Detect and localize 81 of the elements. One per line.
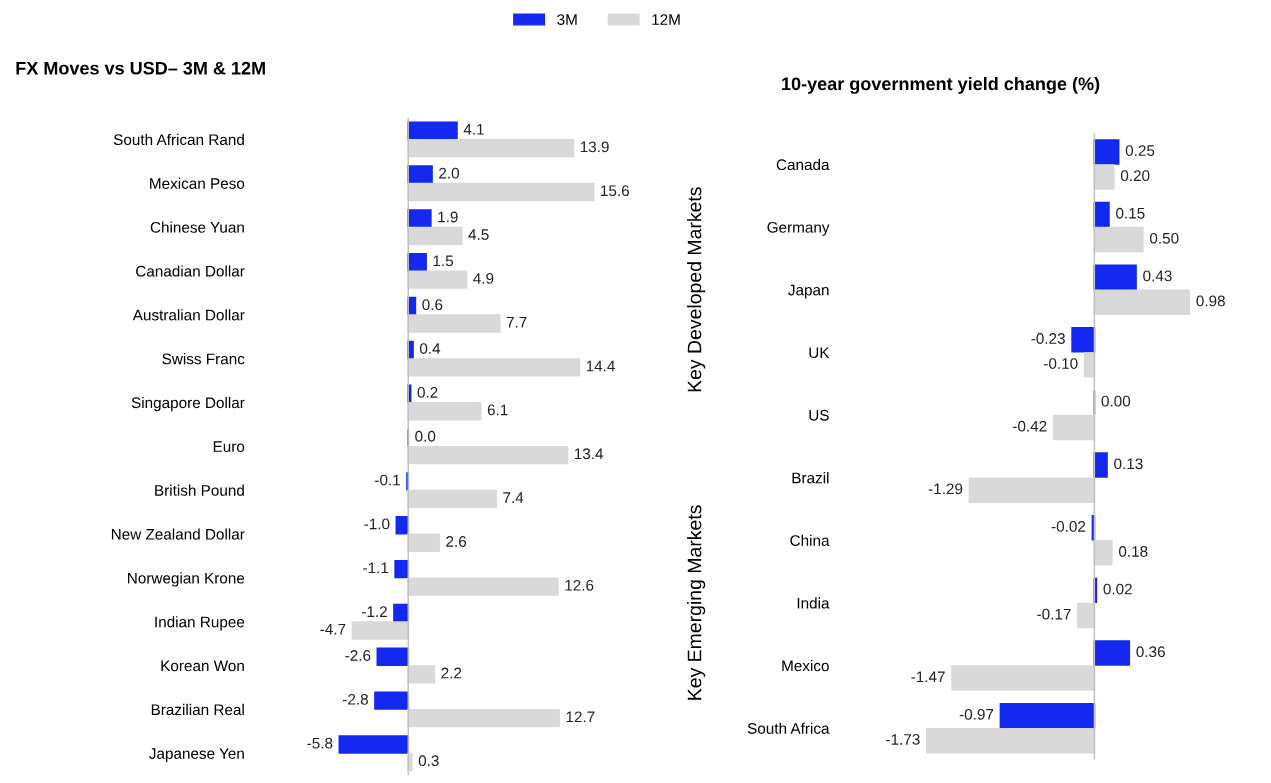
y-tick-label: Norwegian Krone xyxy=(128,572,245,587)
data-label: -2.6 xyxy=(345,650,371,661)
y-tick-label: Mexico xyxy=(782,660,829,672)
y-tick-label: US xyxy=(809,409,829,421)
text: FX Moves vs USD– 3M & 12M xyxy=(16,61,265,75)
data-label: 1.9 xyxy=(438,211,458,223)
data-label: 0.43 xyxy=(1143,270,1172,282)
data-label: 0.18 xyxy=(1118,546,1148,557)
data-label: 7.4 xyxy=(503,492,524,503)
y-tick-label: New Zealand Dollar xyxy=(111,528,245,540)
data-label: 4.1 xyxy=(463,124,484,135)
y-tick-label: India xyxy=(797,597,830,609)
data-label: -1.1 xyxy=(363,562,389,574)
y-tick-label: Mexican Peso xyxy=(150,177,245,189)
data-label: 2.0 xyxy=(439,167,459,179)
data-label: 0.6 xyxy=(422,299,443,311)
y-tick-label: Singapore Dollar xyxy=(131,396,245,412)
data-label: 6.1 xyxy=(487,404,508,416)
y-tick-label: Canadian Dollar xyxy=(136,265,245,277)
y-tick-label: South African Rand xyxy=(113,133,244,146)
data-label: 1.5 xyxy=(433,255,454,267)
data-label: 0.15 xyxy=(1116,207,1145,219)
text: Key Developed Markets xyxy=(687,187,706,392)
y-tick-label: Australian Dollar xyxy=(132,309,245,321)
data-label: -4.7 xyxy=(320,623,346,635)
data-label: 2.6 xyxy=(446,536,467,547)
data-label: 14.4 xyxy=(586,360,615,372)
data-label: -0.02 xyxy=(1051,521,1086,532)
y-tick-label: Japanese Yen xyxy=(149,748,244,762)
y-tick-label: Germany xyxy=(767,221,830,236)
legend-label: 3M xyxy=(557,14,577,25)
data-label: -1.0 xyxy=(364,518,390,530)
data-label: 0.0 xyxy=(415,430,436,442)
legend-label: 12M xyxy=(652,14,680,25)
y-tick-label: Brazil xyxy=(792,472,829,484)
y-tick-label: Japan xyxy=(788,284,829,299)
y-tick-label: UK xyxy=(809,347,830,359)
data-label: -1.2 xyxy=(362,606,387,617)
y-tick-label: South Africa xyxy=(747,722,830,734)
data-label: -0.23 xyxy=(1031,333,1065,344)
data-label: 13.4 xyxy=(574,448,604,460)
data-label: -1.73 xyxy=(886,734,920,745)
data-label: 4.5 xyxy=(468,229,489,240)
data-label: 0.00 xyxy=(1101,395,1131,407)
y-tick-label: Canada xyxy=(776,158,830,171)
data-label: -0.10 xyxy=(1044,358,1078,369)
data-label: 0.50 xyxy=(1149,232,1179,244)
data-label: 0.4 xyxy=(419,343,441,354)
data-label: 0.13 xyxy=(1114,458,1143,470)
y-tick-label: British Pound xyxy=(155,484,244,496)
chart-title: 10-year government yield change (%) xyxy=(782,76,1100,94)
data-label: -0.17 xyxy=(1037,608,1071,620)
data-label: 13.9 xyxy=(580,141,609,153)
data-label: 0.3 xyxy=(418,755,439,767)
data-label: 2.2 xyxy=(441,667,462,679)
data-label: -0.1 xyxy=(375,474,400,486)
y-tick-label: China xyxy=(790,534,830,546)
data-label: 0.02 xyxy=(1103,583,1132,595)
y-tick-label: Indian Rupee xyxy=(155,616,245,631)
data-label: 0.98 xyxy=(1196,295,1225,307)
text: Key Emerging Markets xyxy=(687,505,706,700)
y-tick-label: Euro xyxy=(213,441,245,452)
data-label: 7.7 xyxy=(506,316,527,328)
data-label: 15.6 xyxy=(601,185,629,197)
data-label: 4.9 xyxy=(473,272,494,284)
data-label: -2.8 xyxy=(342,693,368,705)
data-label: -5.8 xyxy=(307,737,333,749)
y-tick-label: Korean Won xyxy=(161,660,244,672)
y-tick-label: Swiss Franc xyxy=(162,353,245,365)
y-tick-label: Chinese Yuan xyxy=(150,221,244,233)
data-label: 0.2 xyxy=(417,386,438,398)
data-label: 0.20 xyxy=(1120,170,1150,182)
data-label: -1.47 xyxy=(911,671,945,683)
data-label: -0.97 xyxy=(959,708,994,720)
data-label: 12.6 xyxy=(565,579,594,591)
data-label: 0.25 xyxy=(1125,145,1155,156)
data-label: -1.29 xyxy=(928,483,963,495)
y-tick-label: Brazilian Real xyxy=(151,703,244,716)
data-label: 12.7 xyxy=(566,711,595,723)
data-label: 0.36 xyxy=(1136,646,1165,658)
data-label: -0.42 xyxy=(1013,420,1047,432)
